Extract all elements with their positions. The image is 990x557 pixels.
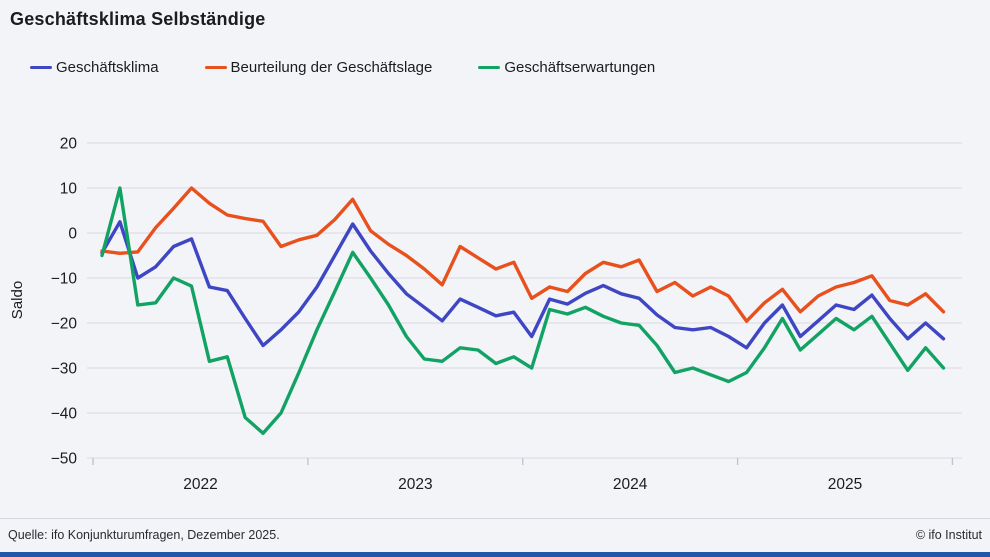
y-tick-label: −20	[51, 316, 78, 333]
x-tick-label-2023: 2023	[398, 476, 432, 493]
y-tick-label: 0	[68, 226, 77, 243]
legend-swatch-geschaeftsklima-icon	[30, 65, 52, 70]
footer-divider	[0, 518, 990, 519]
y-axis-title: Saldo	[9, 281, 26, 319]
page-title: Geschäftsklima Selbständige	[10, 9, 266, 29]
series-line-beurteilung-der-gesch-ftslage	[100, 186, 946, 323]
x-tick-label-2022: 2022	[183, 476, 217, 493]
legend-label: Geschäftserwartungen	[504, 59, 656, 76]
x-tick-label-2024: 2024	[613, 476, 648, 493]
y-tick-label: 20	[60, 136, 78, 153]
legend-item-geschaeftslage: Beurteilung der Geschäftslage	[204, 59, 433, 76]
source-note: Quelle: ifo Konjunkturumfragen, Dezember…	[8, 528, 280, 542]
legend-item-geschaeftserwartungen: Geschäftserwartungen	[478, 59, 655, 76]
legend: Geschäftsklima Beurteilung der Geschäfts…	[30, 59, 655, 76]
legend-label: Beurteilung der Geschäftslage	[230, 59, 433, 76]
y-tick-label: −30	[51, 361, 78, 378]
copyright-note: © ifo Institut	[915, 528, 982, 542]
series-line-gesch-ftsklima	[100, 220, 946, 350]
y-tick-label: 10	[60, 181, 78, 198]
y-tick-label: −10	[51, 271, 78, 288]
footer: Quelle: ifo Konjunkturumfragen, Dezember…	[8, 528, 982, 542]
y-tick-label: −40	[51, 406, 78, 423]
y-tick-label: −50	[51, 451, 78, 468]
x-tick-label-2025: 2025	[828, 476, 862, 493]
legend-item-geschaeftsklima: Geschäftsklima	[30, 59, 159, 76]
brand-bottom-bar	[0, 552, 990, 557]
legend-swatch-geschaeftslage-icon	[204, 65, 227, 70]
legend-swatch-geschaeftserwartungen-icon	[478, 65, 501, 70]
legend-label: Geschäftsklima	[56, 59, 159, 76]
series-line-gesch-ftserwartungen	[100, 186, 946, 435]
